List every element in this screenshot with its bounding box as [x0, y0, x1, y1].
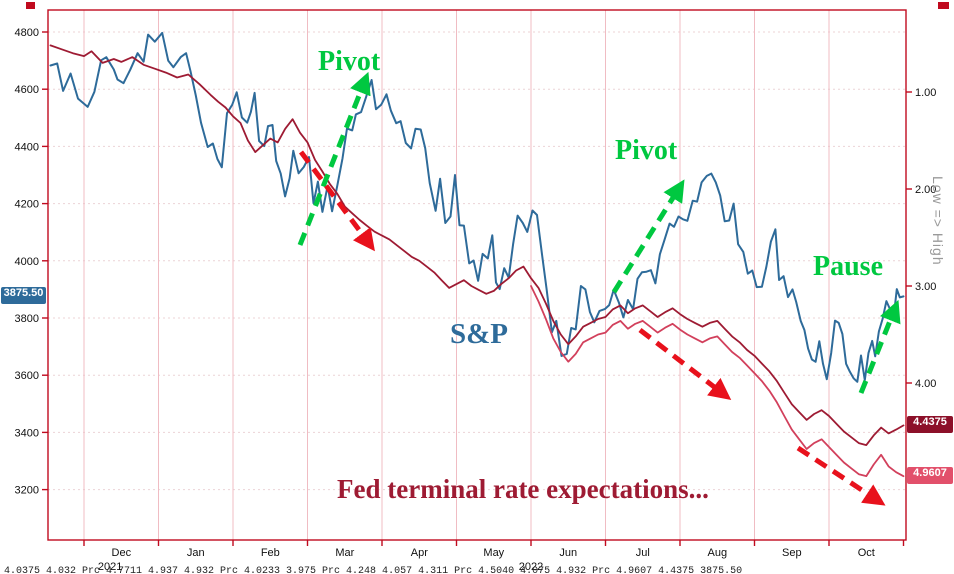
right-tick-label: 3.00: [915, 281, 936, 293]
left-tick-label: 4000: [15, 256, 39, 268]
year-label: 2021: [98, 561, 122, 573]
left-tick-label: 4200: [15, 199, 39, 211]
year-label: 2022: [519, 561, 543, 573]
month-label: Mar: [335, 547, 354, 559]
month-label: Jun: [559, 547, 577, 559]
series-rate_terminal: [530, 285, 905, 478]
right-tick-label: 4.00: [915, 378, 936, 390]
pause-arrow: [858, 299, 901, 394]
left-tick-label: 3200: [15, 485, 39, 497]
month-label: Aug: [708, 547, 728, 559]
month-label: Feb: [261, 547, 280, 559]
pivot-arrow-1: [297, 71, 371, 246]
rate-selloff-arrow-1: [298, 150, 375, 252]
series-rate_near: [49, 44, 905, 447]
left-tick-label: 3400: [15, 427, 39, 439]
crop-artifact-topleft: [26, 2, 35, 9]
crop-artifact-topright: [938, 2, 949, 9]
rate-badge-lower: 4.9607: [907, 467, 953, 484]
month-label: Jul: [636, 547, 650, 559]
rate-selloff-arrow-2: [638, 328, 732, 401]
right-tick-label: 1.00: [915, 87, 936, 99]
left-tick-label: 3800: [15, 313, 39, 325]
rate-selloff-arrow-3: [796, 445, 886, 506]
pivot1-label: Pivot: [318, 46, 381, 77]
left-tick-label: 4600: [15, 84, 39, 96]
plot-border: [47, 9, 907, 541]
month-label: Apr: [411, 547, 428, 559]
sp-last-badge: 3875.50: [1, 287, 46, 304]
left-tick-label: 3600: [15, 370, 39, 382]
pivot2-label: Pivot: [615, 135, 678, 166]
month-label: Sep: [782, 547, 802, 559]
pause-label: Pause: [813, 251, 883, 282]
sp-label: S&P: [450, 318, 508, 350]
series-spx: [49, 31, 905, 383]
rate-badge-upper: 4.4375: [907, 416, 953, 433]
month-label: Oct: [858, 547, 875, 559]
month-label: Dec: [112, 547, 132, 559]
cropped-footer-text: 4.0375 4.032 Prc 4.7711 4.937 4.932 Prc …: [4, 566, 743, 574]
fed-label: Fed terminal rate expectations...: [337, 474, 709, 504]
month-label: May: [483, 547, 504, 559]
right-tick-label: 2.00: [915, 184, 936, 196]
month-label: Jan: [187, 547, 205, 559]
right-axis-caption: Low => High: [930, 176, 946, 266]
left-tick-label: 4400: [15, 141, 39, 153]
left-tick-label: 4800: [15, 27, 39, 39]
pivot-arrow-2: [611, 179, 685, 294]
